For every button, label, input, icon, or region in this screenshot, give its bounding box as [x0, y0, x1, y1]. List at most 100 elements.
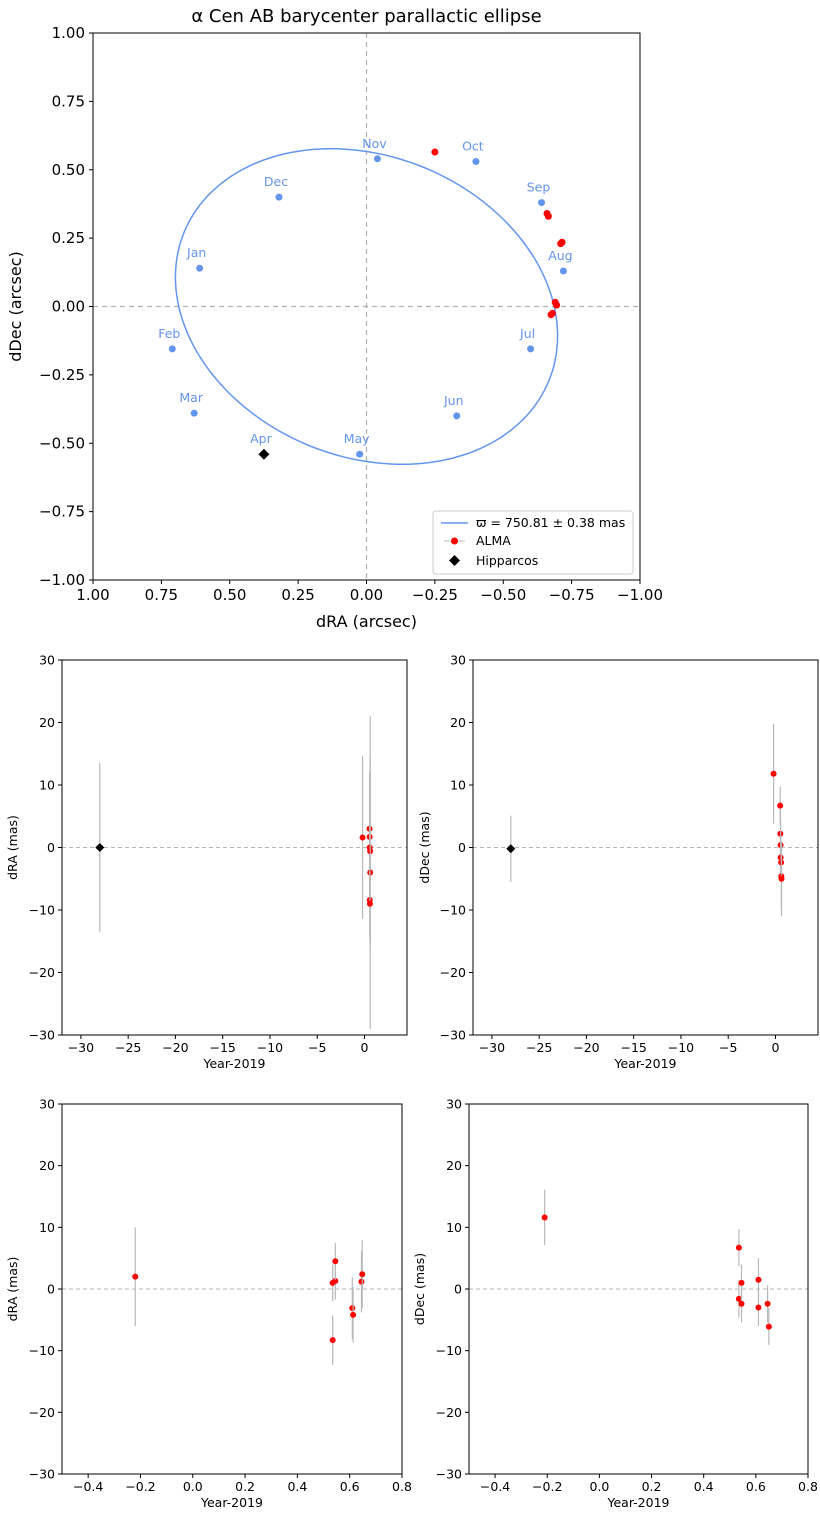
x-tick-label: 0.50 [213, 586, 246, 604]
legend-alma-marker [451, 537, 458, 545]
month-marker-aug [559, 267, 567, 275]
legend-ellipse-label: ϖ = 750.81 ± 0.38 mas [476, 515, 625, 530]
hipparcos-point [95, 843, 105, 852]
x-axis-label: Year-2019 [203, 1056, 266, 1071]
y-tick-label: 1.00 [52, 24, 85, 42]
y-axis-label: dRA (mas) [5, 1257, 20, 1322]
y-tick-label: 30 [450, 653, 466, 668]
alma-point [770, 770, 777, 777]
chart-title: α Cen AB barycenter parallactic ellipse [191, 6, 541, 27]
x-tick-label: −0.2 [125, 1479, 155, 1494]
x-tick-label: −0.4 [480, 1479, 510, 1494]
y-tick-label: −30 [29, 1467, 55, 1482]
alma-point [359, 834, 366, 841]
month-label-apr: Apr [250, 431, 272, 446]
x-tick-label: 0.4 [694, 1479, 714, 1494]
y-tick-label: 30 [39, 1097, 55, 1112]
x-axis-label: dRA (arcsec) [316, 612, 417, 631]
y-tick-label: 10 [39, 1220, 55, 1235]
month-label-may: May [344, 431, 370, 446]
month-marker-jan [196, 264, 204, 272]
x-tick-label: 0.6 [340, 1479, 360, 1494]
month-marker-jul [527, 345, 535, 353]
legend-hipparcos-label: Hipparcos [476, 553, 538, 568]
y-tick-label: 0.50 [52, 161, 85, 179]
y-axis-label: dDec (arcsec) [6, 251, 25, 362]
y-tick-label: 20 [39, 715, 55, 730]
x-tick-label: 0 [771, 1040, 779, 1055]
alma-point [735, 1244, 742, 1251]
x-tick-label: −15 [620, 1040, 646, 1055]
month-marker-nov [373, 155, 381, 163]
month-label-jan: Jan [186, 245, 206, 260]
y-tick-label: −20 [29, 1405, 55, 1420]
ddec-wide-panel: −30 −25 −20 −15 −10 −5 0 −30 −20 −10 0 10 20 30 Year-2… [417, 653, 819, 1071]
y-tick-label: −30 [29, 1028, 55, 1043]
month-marker-dec [275, 193, 283, 201]
x-tick-label: 0.0 [183, 1479, 203, 1494]
y-tick-label: −0.75 [39, 503, 85, 521]
alma-point [366, 900, 373, 907]
y-tick-label: 0.00 [52, 298, 85, 316]
dra-zoom-panel: −0.4 −0.2 0.0 0.2 0.4 0.6 0.8 −30 −20 −10 0 10 20 30 Y… [5, 1097, 412, 1511]
x-tick-label: 0.75 [145, 586, 178, 604]
dra-wide-panel: −30 −25 −20 −15 −10 −5 0 −30 −20 −10 0 10 20 30 Year-2… [5, 653, 408, 1071]
y-tick-label: 0.75 [52, 92, 85, 110]
y-tick-label: 0 [458, 840, 466, 855]
y-tick-label: −10 [29, 903, 55, 918]
alma-point [735, 1295, 742, 1302]
alma-point [332, 1258, 339, 1265]
x-tick-label: −25 [526, 1040, 552, 1055]
hipparcos-point [506, 844, 516, 854]
y-tick-label: −0.50 [39, 434, 85, 452]
x-tick-label: −0.75 [549, 586, 595, 604]
x-tick-label: −15 [209, 1040, 235, 1055]
alma-point [738, 1300, 745, 1307]
y-tick-label: 20 [446, 1158, 462, 1173]
x-tick-label: 0.6 [746, 1479, 766, 1494]
month-marker-mar [190, 409, 198, 417]
x-tick-label: 0.4 [287, 1479, 307, 1494]
y-tick-label: −30 [440, 1028, 466, 1043]
month-label-oct: Oct [462, 139, 484, 154]
alma-point [755, 1304, 762, 1311]
x-axis-label: Year-2019 [607, 1495, 670, 1510]
x-tick-label: 1.00 [76, 586, 109, 604]
x-tick-label: 0 [360, 1040, 368, 1055]
y-tick-label: 30 [446, 1097, 462, 1112]
alma-point [332, 1277, 339, 1284]
y-tick-label: −0.25 [39, 366, 85, 384]
x-tick-label: −30 [68, 1040, 94, 1055]
y-tick-label: −1.00 [39, 571, 85, 589]
alma-point [738, 1279, 745, 1286]
ddec-zoom-panel: −0.4 −0.2 0.0 0.2 0.4 0.6 0.8 −30 −20 −10 0 10 20 30 Y… [412, 1097, 818, 1511]
legend-hipparcos-marker [449, 555, 460, 566]
alma-point [358, 1278, 365, 1285]
month-label-jul: Jul [519, 326, 535, 341]
x-tick-label: −0.50 [480, 586, 526, 604]
alma-point [359, 1271, 366, 1278]
alma-point [350, 1311, 357, 1318]
y-tick-label: 0 [454, 1282, 462, 1297]
alma-point [765, 1323, 772, 1330]
month-marker-may [356, 450, 364, 458]
month-label-jun: Jun [443, 393, 464, 408]
x-tick-label: 0.8 [798, 1479, 818, 1494]
y-axis-label: dDec (mas) [417, 811, 432, 883]
x-tick-label: −10 [668, 1040, 694, 1055]
legend-alma-label: ALMA [476, 533, 511, 548]
y-tick-label: 10 [446, 1220, 462, 1235]
x-tick-label: −5 [719, 1040, 737, 1055]
alma-point [132, 1273, 139, 1280]
alma-point [558, 238, 566, 246]
month-marker-jun [453, 412, 461, 420]
month-label-sep: Sep [527, 180, 551, 195]
alma-point [349, 1305, 356, 1312]
y-tick-label: 20 [450, 715, 466, 730]
month-label-mar: Mar [179, 390, 203, 405]
y-tick-label: −30 [436, 1467, 462, 1482]
month-label-aug: Aug [548, 248, 572, 263]
x-tick-label: 0.00 [350, 586, 383, 604]
y-tick-label: −20 [29, 965, 55, 980]
